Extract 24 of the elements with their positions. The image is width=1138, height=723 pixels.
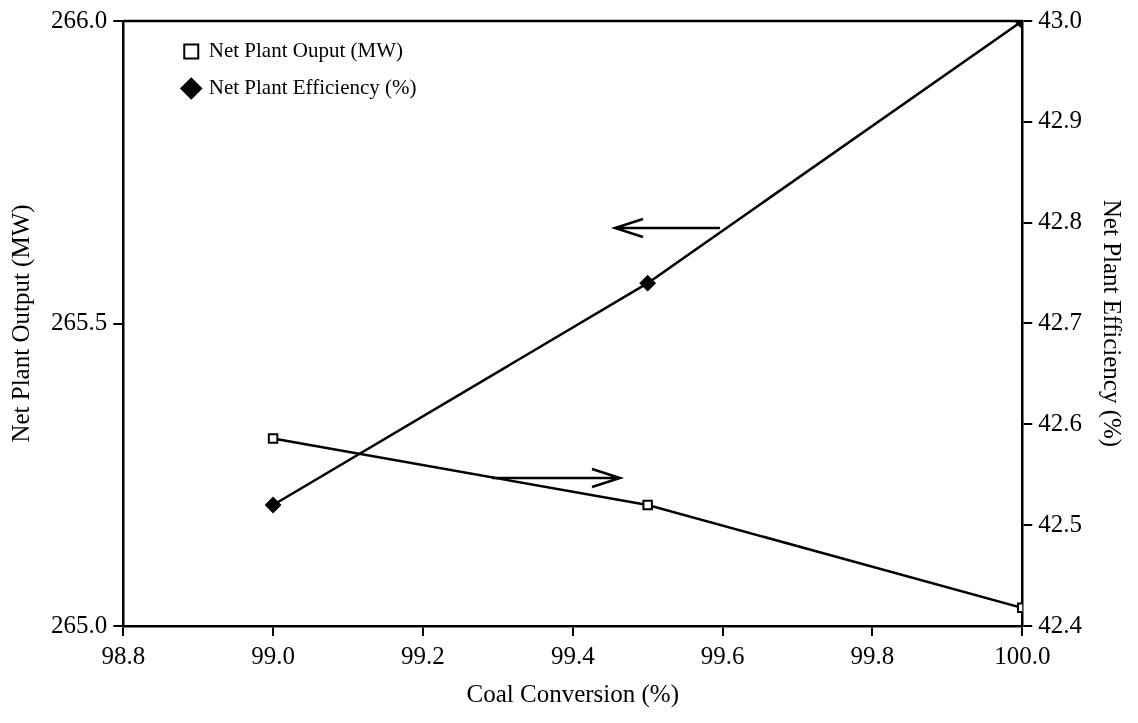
y2-tick-label: 42.7	[1038, 308, 1082, 336]
x-tick-label: 99.0	[251, 641, 295, 669]
x-tick-label: 99.2	[401, 641, 445, 669]
point	[267, 433, 279, 444]
y-axis-title: Net Plant Output (MW)	[6, 204, 35, 443]
point	[642, 499, 653, 511]
y-tick-label: 265.0	[51, 610, 108, 638]
legend-label: Net Plant Ouput (MW)	[208, 38, 403, 63]
y2-tick-label: 43.0	[1038, 5, 1082, 33]
y2-tick-label: 42.5	[1038, 509, 1082, 537]
x-tick-label: 99.8	[850, 641, 895, 669]
y2-tick-label: 42.4	[1038, 610, 1083, 638]
x-tick-label: 100.0	[994, 641, 1051, 669]
x-tick-label: 98.8	[101, 641, 146, 669]
y-tick-label: 265.5	[51, 308, 108, 336]
y2-tick-label: 42.9	[1038, 106, 1082, 134]
y2-axis-title: Net Plant Efficiency (%)	[1098, 199, 1127, 448]
y-tick-label: 266.0	[51, 5, 108, 33]
y2-tick-label: 42.8	[1038, 207, 1082, 235]
legend-label: Net Plant Efficiency (%)	[208, 75, 417, 100]
x-axis-title: Coal Conversion (%)	[466, 679, 679, 708]
x-tick-label: 99.6	[700, 641, 745, 669]
y2-tick-label: 42.6	[1038, 408, 1082, 436]
x-tick-label: 99.4	[550, 641, 596, 669]
